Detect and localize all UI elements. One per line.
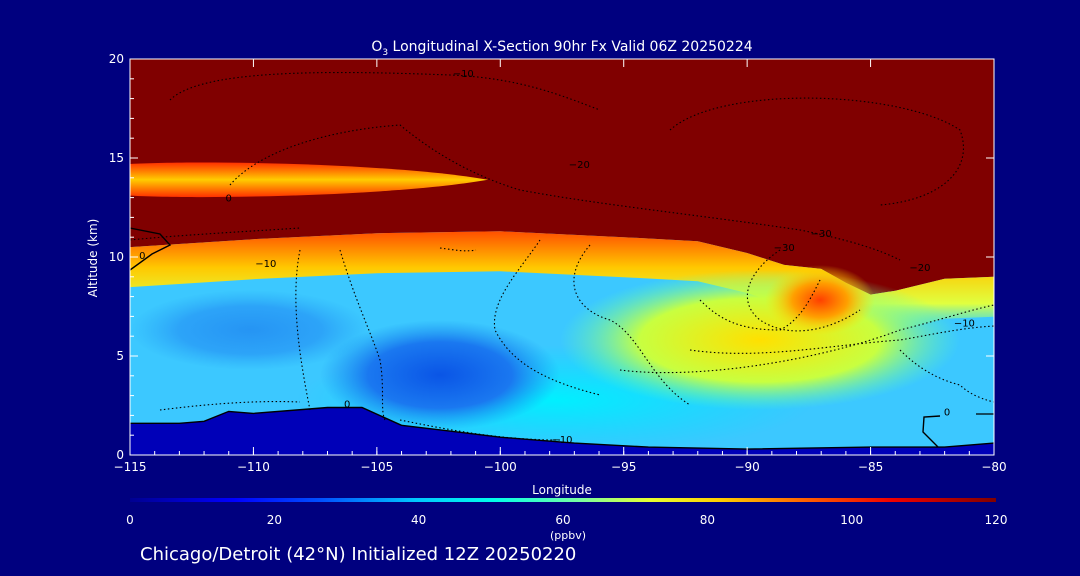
colorbar-tick-label: 120 xyxy=(985,513,1008,527)
x-tick-label: −85 xyxy=(858,460,883,474)
colorbar-label: (ppbv) xyxy=(550,529,586,542)
x-tick-label: −90 xyxy=(734,460,759,474)
tropopause-gradient xyxy=(130,231,994,335)
x-axis: −115 −110 −105 −100 −95 −90 −85 −80 xyxy=(114,59,1007,474)
contour-label: 0 xyxy=(344,399,350,410)
x-axis-title: Longitude xyxy=(532,483,592,497)
contour-line xyxy=(295,249,311,411)
contour-label: −10 xyxy=(255,259,276,270)
contour-label: −10 xyxy=(551,435,572,446)
contour-line xyxy=(573,244,691,406)
contour-label: 0 xyxy=(944,407,950,418)
contour-label: −20 xyxy=(909,263,930,274)
contour-line xyxy=(130,227,301,241)
y-tick-label: 15 xyxy=(109,151,124,165)
x-tick-label: −115 xyxy=(114,460,147,474)
temperature-contours xyxy=(130,71,994,441)
x-tick-label: −80 xyxy=(981,460,1006,474)
x-tick-label: −95 xyxy=(611,460,636,474)
zero-contour-east xyxy=(922,415,941,448)
contour-line xyxy=(399,419,561,441)
x-tick-label: −105 xyxy=(360,460,393,474)
surface-fill xyxy=(130,407,994,455)
colorbar-ticks: 0 20 40 60 80 100 120 xyxy=(126,513,1007,527)
contour-label: 0 xyxy=(139,251,145,262)
title-subscript: 3 xyxy=(382,48,388,58)
colorbar-tick-label: 100 xyxy=(840,513,863,527)
terrain-outline xyxy=(130,406,994,450)
y-tick-label: 20 xyxy=(109,52,124,66)
y-axis: 0 5 10 15 20 xyxy=(109,52,994,462)
colorbar-tick-label: 0 xyxy=(126,513,134,527)
y-tick-label: 5 xyxy=(116,349,124,363)
colorbar-tick-label: 80 xyxy=(700,513,715,527)
ozone-field: −10 −20 0 −10 0 −30 −30 −20 −10 0 0 −10 xyxy=(130,59,994,455)
contour-line xyxy=(339,249,386,421)
contour-line xyxy=(699,279,821,331)
low-ozone-region-west xyxy=(130,290,370,370)
y-axis-title: Altitude (km) xyxy=(86,219,100,298)
contour-line xyxy=(169,71,601,111)
contour-label: −10 xyxy=(954,318,975,329)
upper-ozone-band xyxy=(130,162,488,198)
colorbar-tick-label: 40 xyxy=(411,513,426,527)
title-rest: Longitudinal X-Section 90hr Fx Valid 06Z… xyxy=(388,39,753,55)
colorbar-tick-label: 20 xyxy=(267,513,282,527)
initialized-text: Chicago/Detroit (42°N) Initialized 12Z 2… xyxy=(140,544,576,565)
x-tick-label: −110 xyxy=(237,460,270,474)
peak-ozone-region xyxy=(765,265,875,335)
chart-title: O3 Longitudinal X-Section 90hr Fx Valid … xyxy=(371,39,752,58)
title-main: O xyxy=(371,39,382,55)
y-tick-label: 0 xyxy=(116,448,124,462)
contour-label: 0 xyxy=(226,194,232,205)
contour-line xyxy=(669,97,965,206)
contour-label: −20 xyxy=(569,160,590,171)
contour-label: −10 xyxy=(453,69,474,80)
contour-line xyxy=(689,325,994,354)
colorbar-tick-label: 60 xyxy=(555,513,570,527)
contour-line xyxy=(439,247,477,252)
contour-label: −30 xyxy=(811,229,832,240)
contour-label: −30 xyxy=(774,243,795,254)
high-ozone-region xyxy=(560,270,960,410)
contour-line xyxy=(619,304,994,374)
colorbar xyxy=(130,498,996,502)
contour-labels: −10 −20 0 −10 0 −30 −30 −20 −10 0 0 −10 xyxy=(139,69,975,446)
y-tick-label: 10 xyxy=(109,250,124,264)
zero-contour-west xyxy=(130,227,172,271)
x-tick-label: −100 xyxy=(484,460,517,474)
low-ozone-region xyxy=(320,320,560,430)
